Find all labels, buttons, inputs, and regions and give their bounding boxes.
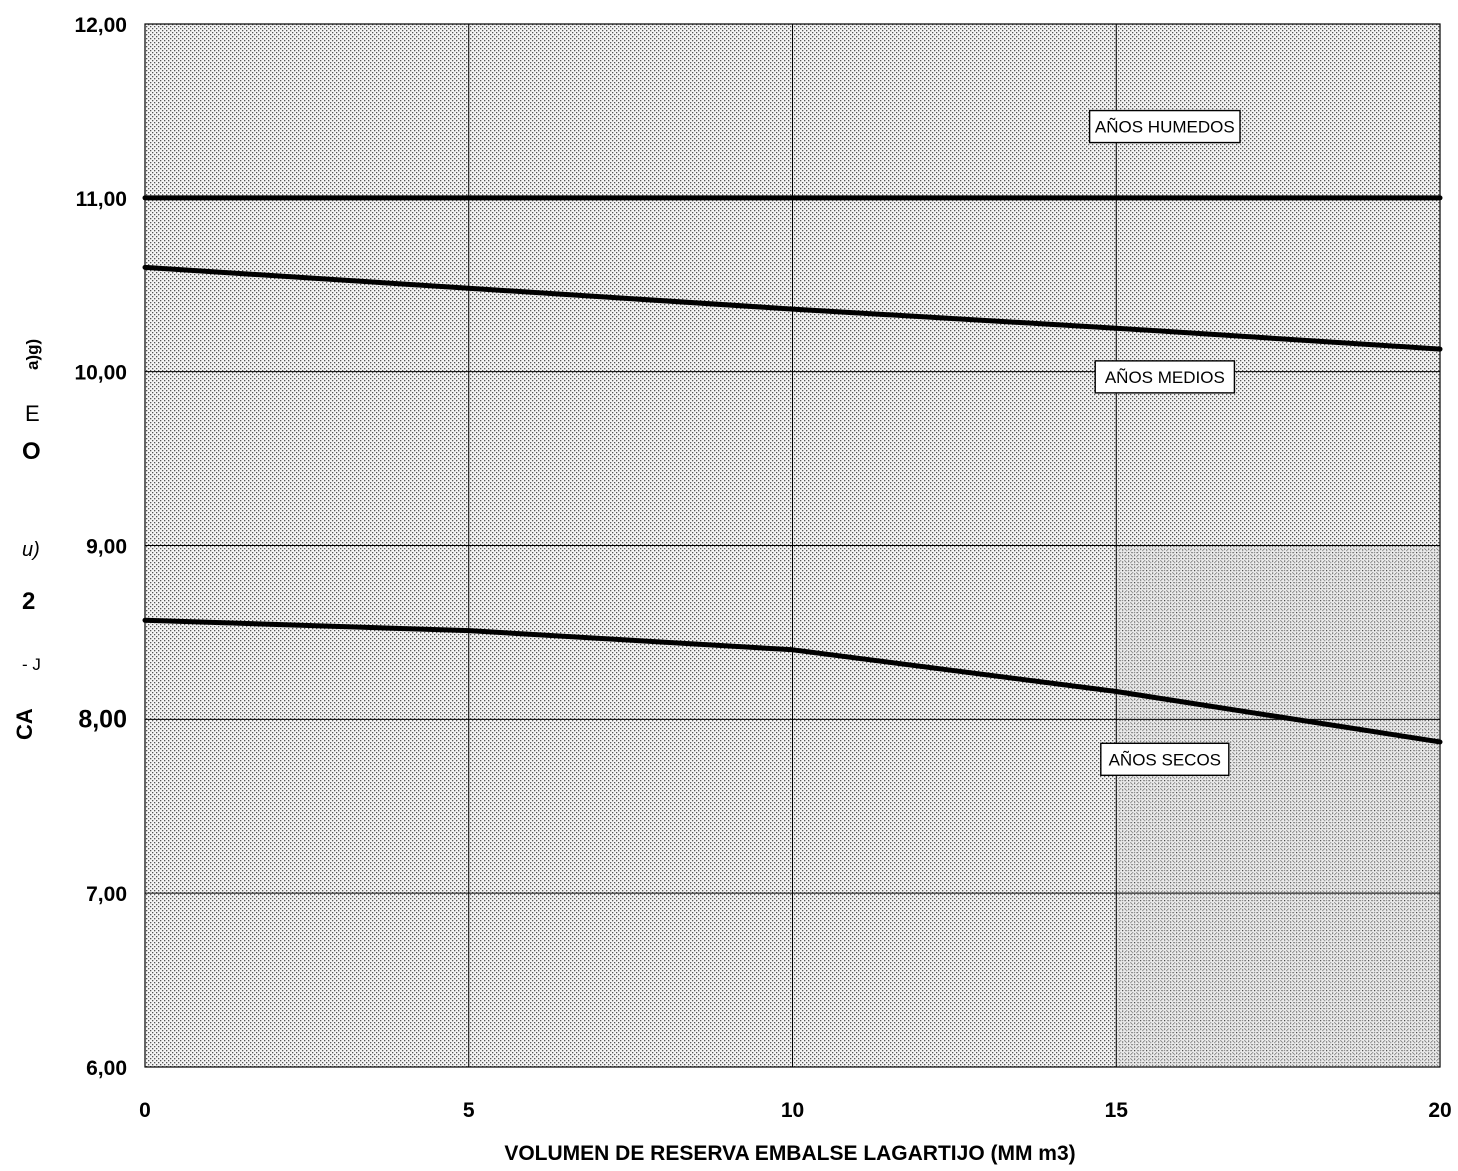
y-label-fragment-3: O <box>22 438 41 465</box>
annotation-0: AÑOS HUMEDOS <box>1088 109 1241 144</box>
series-annotations: AÑOS HUMEDOS AÑOS MEDIOS AÑOS SECOS <box>1088 109 1241 777</box>
annotation-2: AÑOS SECOS <box>1100 742 1230 777</box>
x-tick-label-3: 15 <box>1105 1099 1129 1122</box>
x-axis-ticks: 0 5 10 15 20 <box>139 1099 1452 1122</box>
x-tick-label-4: 20 <box>1428 1099 1451 1122</box>
series-line-2 <box>142 617 1443 745</box>
annotation-box-0 <box>1088 109 1241 144</box>
y-tick-label-5: 11,00 <box>76 188 127 211</box>
y-axis-ticks: 6,00 7,00 8,00 9,00 10,00 11,00 12,00 <box>74 14 127 1080</box>
y-tick-label-3: 9,00 <box>86 536 127 559</box>
plot-shade-region <box>1116 545 1440 1067</box>
x-axis-label: VOLUMEN DE RESERVA EMBALSE LAGARTIJO (MM… <box>504 1142 1075 1165</box>
annotation-1: AÑOS MEDIOS <box>1094 360 1236 394</box>
annotation-text-2: AÑOS SECOS <box>1109 750 1221 769</box>
annotation-box-2 <box>1100 742 1230 777</box>
y-label-fragment-4: u) <box>22 539 40 561</box>
y-label-fragment-1: a)g) <box>23 338 42 370</box>
y-label-fragment-5: 2 <box>22 588 36 615</box>
y-label-fragment-6: - J <box>22 655 41 674</box>
x-tick-label-1: 5 <box>463 1099 475 1122</box>
x-tick-label-0: 0 <box>139 1099 151 1122</box>
y-tick-label-0: 6,00 <box>86 1057 127 1080</box>
y-tick-label-4: 10,00 <box>74 362 127 385</box>
series-lines <box>142 195 1443 745</box>
y-label-fragment-2: E <box>25 401 40 426</box>
x-tick-label-2: 10 <box>781 1099 804 1122</box>
y-tick-label-6: 12,00 <box>74 14 127 37</box>
annotation-box-1 <box>1094 360 1236 394</box>
y-label-fragment-7: CA <box>12 708 37 740</box>
annotation-text-1: AÑOS MEDIOS <box>1105 368 1225 387</box>
annotation-text-0: AÑOS HUMEDOS <box>1095 118 1235 137</box>
y-tick-label-2: 8,00 <box>78 705 127 733</box>
series-line-1 <box>142 264 1443 352</box>
y-tick-label-1: 7,00 <box>86 883 127 906</box>
